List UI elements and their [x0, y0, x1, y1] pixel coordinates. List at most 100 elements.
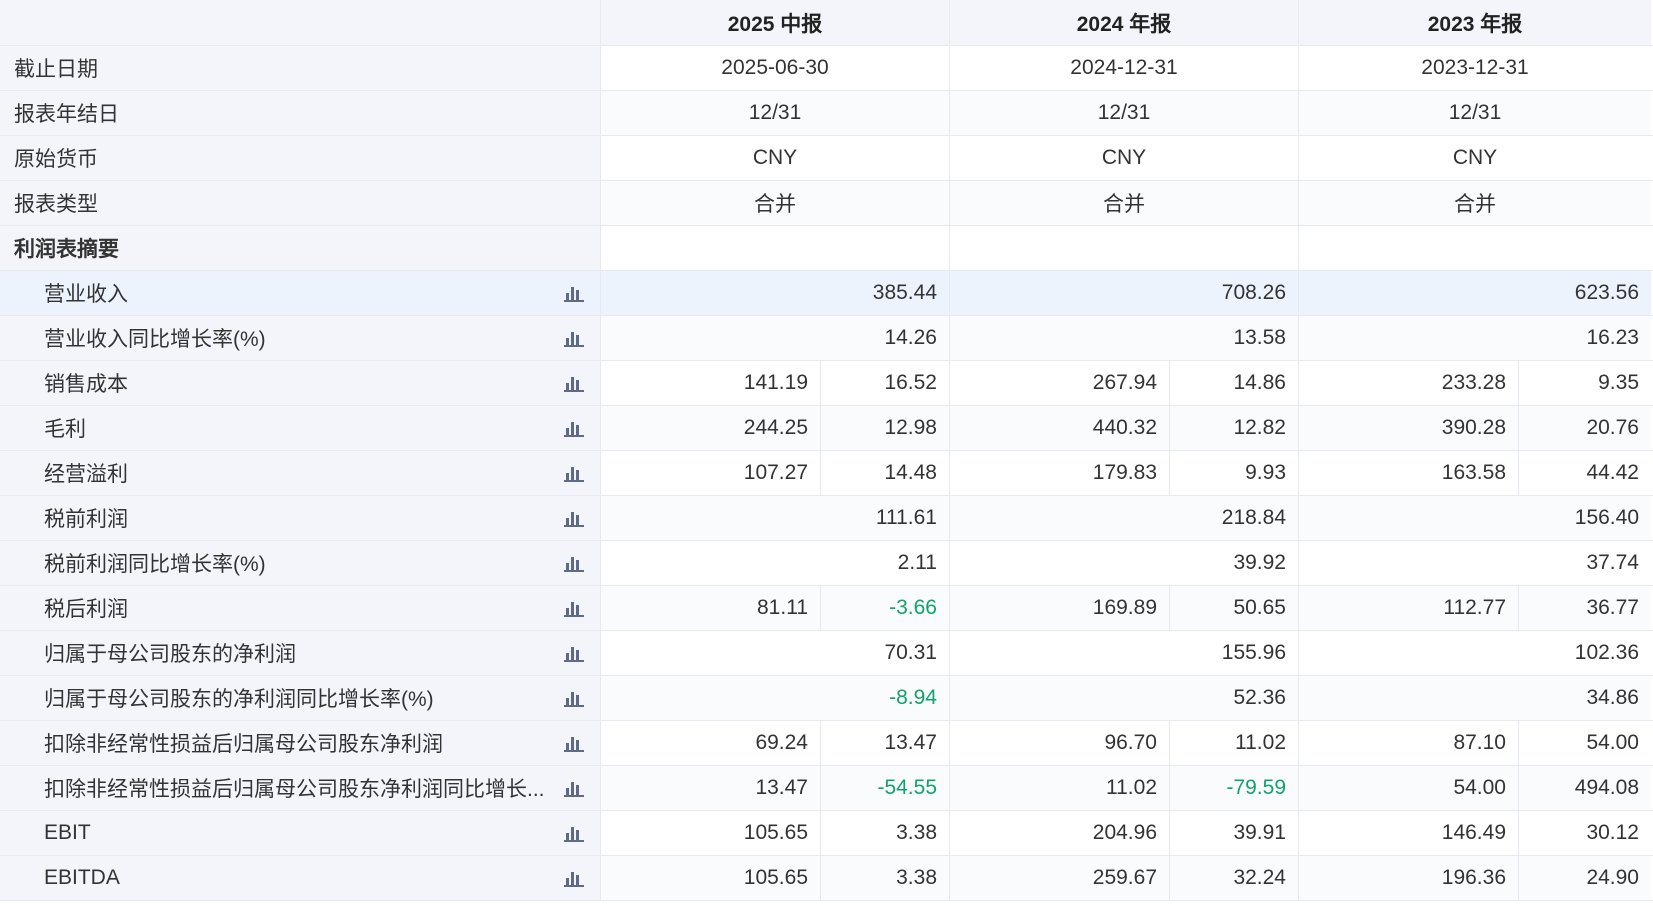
bar-chart-icon[interactable] [564, 644, 584, 662]
bar-chart-icon[interactable] [564, 554, 584, 572]
metric-label-cell: 营业收入同比增长率(%) [0, 316, 601, 360]
metric-row[interactable]: 税后利润 81.11 -3.66 169.89 50.65 112.77 36.77 [0, 586, 1653, 631]
info-value: 2025-06-30 [601, 46, 949, 90]
column-header-2024-annual[interactable]: 2024 年报 [950, 0, 1298, 45]
bar-chart-icon[interactable] [564, 464, 584, 482]
metric-label-cell: 经营溢利 [0, 451, 601, 495]
metric-value: 179.83 [950, 451, 1170, 495]
metric-label: 税后利润 [44, 598, 128, 621]
metric-growth-value: 14.48 [821, 451, 949, 495]
metric-label: EBITDA [44, 866, 120, 889]
info-value: 12/31 [601, 91, 949, 135]
metric-label-cell: 税前利润同比增长率(%) [0, 541, 601, 585]
metric-label-cell: EBIT [0, 811, 601, 855]
metric-growth-value: 3.38 [821, 811, 949, 855]
metric-label: 税前利润 [44, 508, 128, 531]
metric-row[interactable]: 税前利润 111.61 218.84 156.40 [0, 496, 1653, 541]
metric-value: 87.10 [1299, 721, 1519, 765]
metric-growth-value: 12.98 [821, 406, 949, 450]
metric-value: 81.11 [601, 586, 821, 630]
info-row: 报表类型 合并 合并 合并 [0, 181, 1653, 226]
metric-value: 259.67 [950, 856, 1170, 900]
metric-value: 233.28 [1299, 361, 1519, 405]
metric-label-cell: EBITDA [0, 856, 601, 900]
metric-label: 归属于母公司股东的净利润同比增长率(%) [44, 688, 434, 711]
bar-chart-icon[interactable] [564, 284, 584, 302]
metric-value: 102.36 [1299, 631, 1651, 675]
metric-row[interactable]: EBIT 105.65 3.38 204.96 39.91 146.49 30.12 [0, 811, 1653, 856]
metric-row[interactable]: 归属于母公司股东的净利润同比增长率(%) -8.94 52.36 34.86 [0, 676, 1653, 721]
metric-growth-value: 36.77 [1519, 586, 1651, 630]
metric-value: 13.47 [601, 766, 821, 810]
info-value: CNY [601, 136, 949, 180]
metric-value: 440.32 [950, 406, 1170, 450]
metric-value: 34.86 [1299, 676, 1651, 720]
metric-label-cell: 销售成本 [0, 361, 601, 405]
metric-value: 39.92 [950, 541, 1298, 585]
metric-label: 归属于母公司股东的净利润 [44, 643, 296, 666]
info-label: 原始货币 [14, 148, 98, 171]
section-title: 利润表摘要 [14, 238, 119, 261]
metric-value: 37.74 [1299, 541, 1651, 585]
bar-chart-icon[interactable] [564, 419, 584, 437]
bar-chart-icon[interactable] [564, 869, 584, 887]
metric-row[interactable]: 营业收入同比增长率(%) 14.26 13.58 16.23 [0, 316, 1653, 361]
bar-chart-icon[interactable] [564, 374, 584, 392]
metric-value: 54.00 [1299, 766, 1519, 810]
metric-value: 196.36 [1299, 856, 1519, 900]
metric-value: 169.89 [950, 586, 1170, 630]
metric-row[interactable]: 扣除非经常性损益后归属母公司股东净利润同比增长... 13.47 -54.55 11.… [0, 766, 1653, 811]
metric-growth-value: 20.76 [1519, 406, 1651, 450]
metric-label: EBIT [44, 821, 91, 844]
metric-label-cell: 税前利润 [0, 496, 601, 540]
bar-chart-icon[interactable] [564, 599, 584, 617]
metric-label-cell: 归属于母公司股东的净利润 [0, 631, 601, 675]
metric-row[interactable]: 毛利 244.25 12.98 440.32 12.82 390.28 20.76 [0, 406, 1653, 451]
metric-growth-value: 494.08 [1519, 766, 1651, 810]
metric-label: 营业收入同比增长率(%) [44, 328, 266, 351]
metric-value: 244.25 [601, 406, 821, 450]
metric-growth-value: 9.35 [1519, 361, 1651, 405]
metric-growth-value: 14.86 [1170, 361, 1298, 405]
bar-chart-icon[interactable] [564, 734, 584, 752]
bar-chart-icon[interactable] [564, 329, 584, 347]
bar-chart-icon[interactable] [564, 689, 584, 707]
metric-row[interactable]: 扣除非经常性损益后归属母公司股东净利润 69.24 13.47 96.70 11.02 8… [0, 721, 1653, 766]
bar-chart-icon[interactable] [564, 779, 584, 797]
metric-label: 经营溢利 [44, 463, 128, 486]
metric-growth-value: 16.52 [821, 361, 949, 405]
metric-value: 14.26 [601, 316, 949, 360]
info-label: 报表类型 [14, 193, 98, 216]
metric-row[interactable]: 销售成本 141.19 16.52 267.94 14.86 233.28 9.35 [0, 361, 1653, 406]
metric-row[interactable]: 营业收入 385.44 708.26 623.56 [0, 271, 1653, 316]
metric-row[interactable]: EBITDA 105.65 3.38 259.67 32.24 196.36 24.90 [0, 856, 1653, 901]
metric-growth-value: 11.02 [1170, 721, 1298, 765]
metric-row[interactable]: 税前利润同比增长率(%) 2.11 39.92 37.74 [0, 541, 1653, 586]
info-value: 12/31 [1299, 91, 1651, 135]
metric-value: 156.40 [1299, 496, 1651, 540]
metric-label-cell: 归属于母公司股东的净利润同比增长率(%) [0, 676, 601, 720]
metric-label-cell: 毛利 [0, 406, 601, 450]
metric-growth-value: 13.47 [821, 721, 949, 765]
bar-chart-icon[interactable] [564, 509, 584, 527]
metric-label: 扣除非经常性损益后归属母公司股东净利润 [44, 733, 443, 756]
info-label-cell: 原始货币 [0, 136, 601, 180]
metric-growth-value: 24.90 [1519, 856, 1651, 900]
column-header-2023-annual[interactable]: 2023 年报 [1299, 0, 1651, 45]
metric-value: 141.19 [601, 361, 821, 405]
metric-value: 52.36 [950, 676, 1298, 720]
bar-chart-icon[interactable] [564, 824, 584, 842]
metric-label-cell: 营业收入 [0, 271, 601, 315]
metric-value: 107.27 [601, 451, 821, 495]
info-value: CNY [950, 136, 1298, 180]
info-label-cell: 截止日期 [0, 46, 601, 90]
info-label-cell: 报表类型 [0, 181, 601, 225]
metric-label: 销售成本 [44, 373, 128, 396]
table-header-row: 2025 中报 2024 年报 2023 年报 [0, 0, 1653, 46]
metric-row[interactable]: 归属于母公司股东的净利润 70.31 155.96 102.36 [0, 631, 1653, 676]
metric-row[interactable]: 经营溢利 107.27 14.48 179.83 9.93 163.58 44.42 [0, 451, 1653, 496]
metric-growth-value: 12.82 [1170, 406, 1298, 450]
column-header-2025-interim[interactable]: 2025 中报 [601, 0, 949, 45]
metric-value: 390.28 [1299, 406, 1519, 450]
